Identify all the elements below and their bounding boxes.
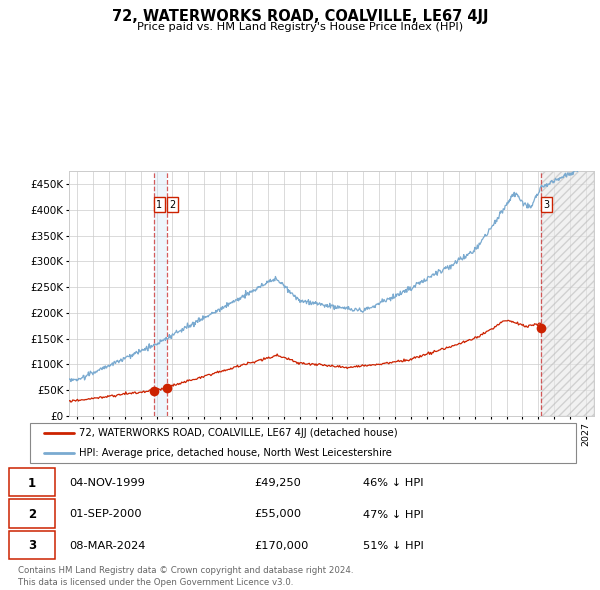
Text: 2: 2 bbox=[28, 508, 36, 521]
Text: 01-SEP-2000: 01-SEP-2000 bbox=[70, 510, 142, 519]
Text: 04-NOV-1999: 04-NOV-1999 bbox=[70, 478, 145, 488]
FancyBboxPatch shape bbox=[30, 423, 576, 463]
Text: 1: 1 bbox=[28, 477, 36, 490]
Text: £49,250: £49,250 bbox=[254, 478, 301, 488]
Text: 1: 1 bbox=[157, 199, 163, 209]
Text: 72, WATERWORKS ROAD, COALVILLE, LE67 4JJ: 72, WATERWORKS ROAD, COALVILLE, LE67 4JJ bbox=[112, 9, 488, 24]
Text: £170,000: £170,000 bbox=[254, 541, 308, 551]
Text: Price paid vs. HM Land Registry's House Price Index (HPI): Price paid vs. HM Land Registry's House … bbox=[137, 22, 463, 32]
Text: 3: 3 bbox=[28, 539, 36, 552]
FancyBboxPatch shape bbox=[9, 468, 55, 496]
Text: 47% ↓ HPI: 47% ↓ HPI bbox=[364, 510, 424, 519]
FancyBboxPatch shape bbox=[9, 499, 55, 527]
Text: Contains HM Land Registry data © Crown copyright and database right 2024.
This d: Contains HM Land Registry data © Crown c… bbox=[18, 566, 353, 587]
Bar bbox=[541, 171, 594, 416]
Text: 2: 2 bbox=[170, 199, 176, 209]
Bar bbox=[154, 171, 167, 416]
Text: 51% ↓ HPI: 51% ↓ HPI bbox=[364, 541, 424, 551]
Text: 08-MAR-2024: 08-MAR-2024 bbox=[70, 541, 146, 551]
Text: HPI: Average price, detached house, North West Leicestershire: HPI: Average price, detached house, Nort… bbox=[79, 448, 392, 458]
Text: £55,000: £55,000 bbox=[254, 510, 301, 519]
FancyBboxPatch shape bbox=[9, 531, 55, 559]
Text: 46% ↓ HPI: 46% ↓ HPI bbox=[364, 478, 424, 488]
Text: 72, WATERWORKS ROAD, COALVILLE, LE67 4JJ (detached house): 72, WATERWORKS ROAD, COALVILLE, LE67 4JJ… bbox=[79, 428, 398, 438]
Text: 3: 3 bbox=[544, 199, 550, 209]
